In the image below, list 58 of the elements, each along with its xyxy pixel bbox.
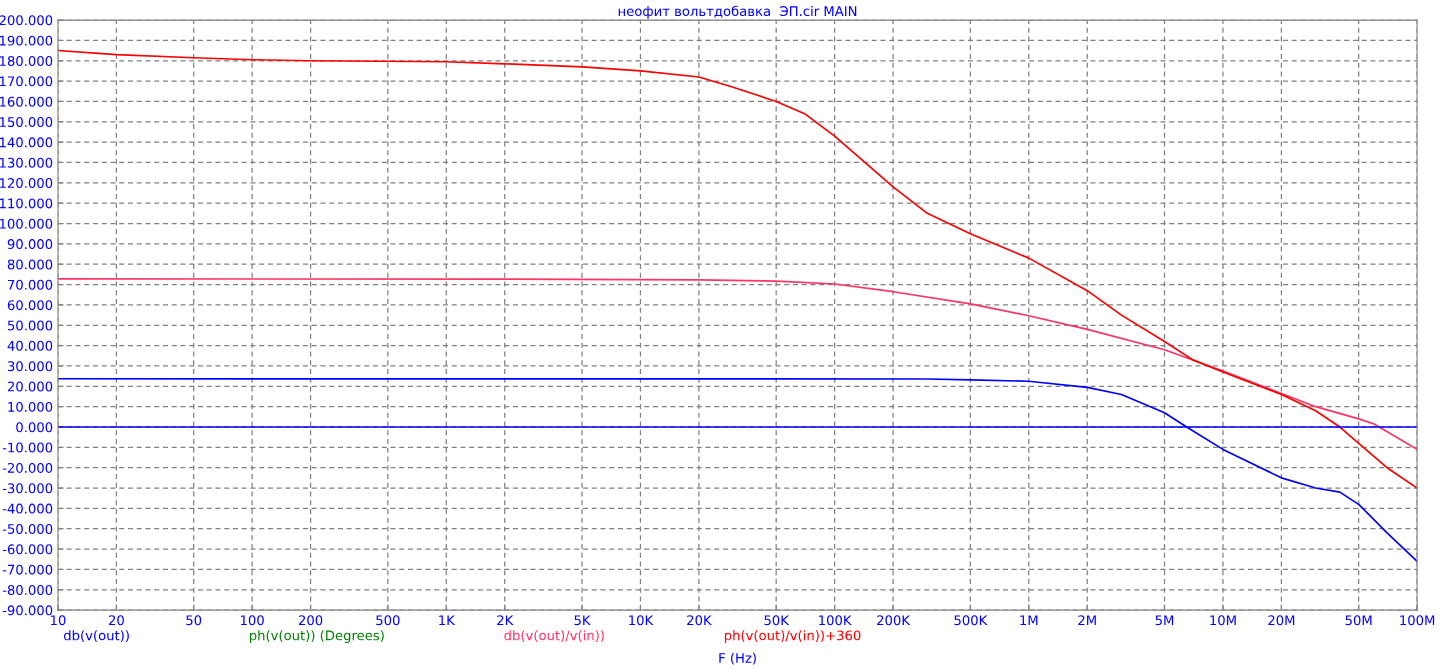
y-tick-label: -70.000: [2, 564, 53, 575]
x-axis-title: F (Hz): [719, 652, 756, 665]
y-tick-label: -60.000: [2, 544, 53, 555]
x-tick-label: 100M: [1400, 615, 1435, 626]
y-tick-label: 150.000: [0, 117, 53, 127]
x-tick-label: 100: [240, 615, 264, 626]
y-tick-label: 180.000: [0, 55, 53, 66]
y-tick-label: 50.000: [7, 320, 53, 331]
y-tick-label: 60.000: [7, 300, 53, 311]
y-tick-label: -80.000: [2, 585, 53, 595]
x-tick-label: 200: [298, 615, 323, 626]
legend-label: ph(v(out)) (Degrees): [249, 630, 384, 643]
x-tick-label: 50M: [1345, 615, 1372, 626]
y-tick-label: 20.000: [7, 381, 53, 392]
y-tick-label: -50.000: [2, 523, 53, 534]
y-tick-label: 30.000: [7, 361, 53, 372]
x-tick-label: 20: [108, 615, 124, 626]
x-tick-label: 5M: [1155, 615, 1174, 626]
y-tick-label: 80.000: [7, 259, 53, 270]
y-tick-label: 200.000: [0, 15, 53, 26]
x-tick-label: 200K: [877, 615, 911, 626]
y-tick-label: 10.000: [8, 401, 53, 412]
x-tick-label: 500K: [954, 615, 988, 626]
y-tick-label: 140.000: [0, 137, 53, 148]
text: db(v(out)/v(in)): [504, 630, 604, 642]
x-tick-label: 100K: [819, 615, 852, 626]
x-tick-label: 50K: [764, 615, 790, 626]
y-tick-label: -10.000: [2, 442, 53, 453]
y-tick-label: 90.000: [7, 239, 53, 250]
x-tick-label: 10K: [629, 615, 654, 626]
y-tick-label: 40.000: [7, 340, 53, 351]
x-tick-label: 2M: [1078, 615, 1096, 626]
y-tick-label: 120.000: [0, 178, 53, 189]
x-tick-label: 1M: [1020, 615, 1038, 626]
x-tick-label: 20K: [687, 615, 712, 626]
x-tick-label: 10M: [1210, 615, 1236, 626]
y-tick-label: 110.000: [0, 198, 53, 209]
y-tick-label: 70.000: [8, 279, 53, 290]
text: db(v(out)): [63, 630, 129, 642]
y-tick-label: -90.000: [2, 605, 53, 616]
y-tick-label: 170.000: [0, 76, 53, 87]
text: ph(v(out)/v(in))+360: [724, 630, 861, 643]
y-tick-label: -40.000: [2, 503, 53, 514]
x-tick-label: 2K: [497, 615, 514, 626]
x-tick-label: 10: [51, 615, 66, 626]
chart-title: неофит вольтдобавка ЭП.cir MAIN: [618, 5, 857, 19]
x-tick-label: 20M: [1268, 615, 1295, 626]
x-tick-label: 50: [186, 615, 202, 626]
y-tick-label: 0.000: [16, 422, 53, 433]
x-tick-label: 5K: [574, 615, 591, 626]
y-tick-label: -30.000: [2, 483, 53, 494]
x-tick-label: 500: [376, 615, 400, 626]
x-tick-label: 1K: [439, 615, 456, 626]
y-tick-label: 190.000: [0, 35, 53, 46]
y-tick-label: -20.000: [2, 462, 53, 473]
y-tick-label: 130.000: [0, 157, 53, 168]
y-tick-label: 160.000: [0, 96, 53, 107]
y-tick-label: 100.000: [0, 218, 53, 229]
